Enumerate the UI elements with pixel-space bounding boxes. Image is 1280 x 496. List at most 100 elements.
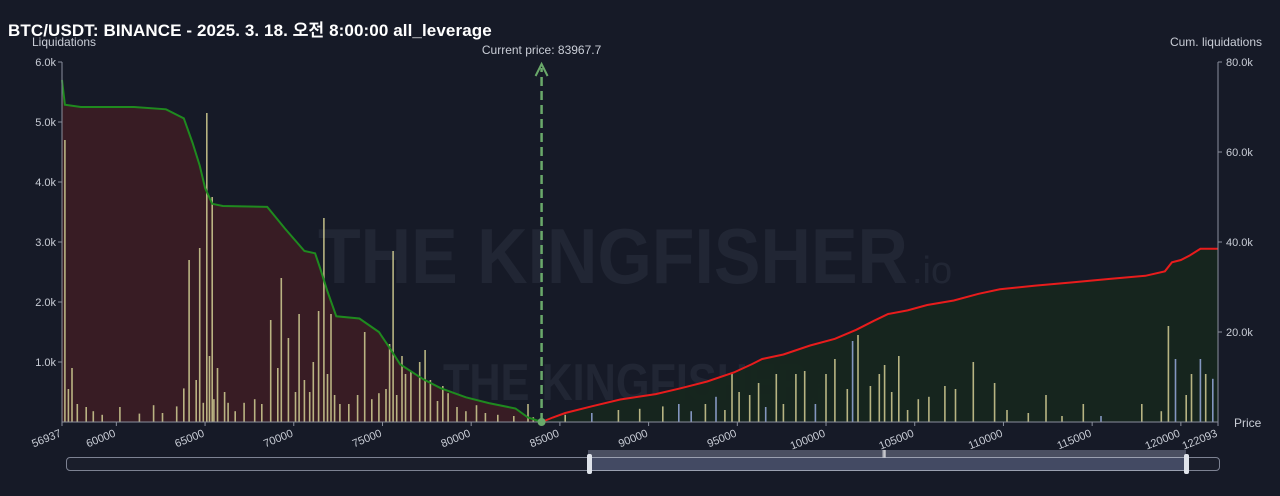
liquidation-bar <box>906 410 909 422</box>
zoom-right-handle[interactable] <box>1184 454 1189 474</box>
x-tick-label: 100000 <box>789 428 828 450</box>
liquidation-bar <box>883 365 886 422</box>
left-tick-label: 1.0k <box>35 357 56 369</box>
liquidation-bar <box>64 140 66 422</box>
liquidation-bar <box>775 374 778 422</box>
liquidation-bar <box>1204 374 1207 422</box>
liquidation-bar <box>280 278 283 422</box>
left-tick-label: 3.0k <box>35 237 56 249</box>
liquidation-bar <box>513 416 515 422</box>
watermark-logo: THE KINGFISHER .io THE KINGFISHER .io <box>318 212 952 412</box>
x-tick-label: 95000 <box>706 428 739 450</box>
x-tick-label: 75000 <box>351 428 384 450</box>
liquidation-bar <box>208 356 211 422</box>
cum-short-line <box>61 79 542 423</box>
liquidation-bar <box>356 395 359 422</box>
liquidation-bar <box>795 374 797 422</box>
liquidation-bar <box>1212 378 1214 422</box>
liquidation-bar <box>392 251 394 422</box>
liquidation-bar <box>662 406 664 422</box>
zoom-scroll-thumb[interactable] <box>587 454 1189 474</box>
liquidation-bar <box>1185 395 1187 422</box>
liquidation-bar <box>385 389 387 422</box>
liquidation-bar <box>878 374 881 422</box>
long-side-area <box>541 248 1218 422</box>
liquidation-bar <box>227 402 229 422</box>
liquidation-bar <box>404 374 407 422</box>
left-tick-label: 4.0k <box>35 177 56 189</box>
liquidation-bar <box>748 395 751 422</box>
liquidation-bar <box>418 362 421 422</box>
liquidation-bar <box>202 402 205 422</box>
liquidation-bar <box>1100 416 1102 422</box>
liquidation-bar <box>1045 395 1047 422</box>
liquidation-bar <box>269 320 272 422</box>
liquidation-bar <box>757 383 760 422</box>
cum-long-line <box>541 247 1218 423</box>
left-tick-label: 5.0k <box>35 117 56 129</box>
short-side-area <box>62 80 542 422</box>
liquidation-bar <box>138 413 141 422</box>
current-price-dot <box>537 418 546 426</box>
liquidation-bar <box>287 338 290 422</box>
liquidation-bar <box>834 359 836 422</box>
left-tick-label: 6.0k <box>35 57 56 69</box>
liquidation-bar <box>333 395 336 422</box>
liquidation-bar <box>1174 359 1177 422</box>
liquidation-bar <box>76 404 79 422</box>
liquidation-bar <box>277 368 279 422</box>
liquidation-bar <box>339 404 341 422</box>
liquidation-bar <box>447 393 449 422</box>
liquidation-bar <box>814 404 817 422</box>
liquidation-bar <box>638 408 641 422</box>
left-tick-label: 2.0k <box>35 297 56 309</box>
liquidation-bar <box>371 399 373 422</box>
liquidation-bar <box>869 386 872 422</box>
liquidation-bar <box>456 407 458 422</box>
liquidation-bar <box>378 393 380 422</box>
liquidation-bar <box>782 404 785 422</box>
liquidation-bar <box>917 399 920 422</box>
liquidation-bar <box>890 392 893 422</box>
x-tick-label: 110000 <box>967 428 1005 450</box>
zoom-scrollbar[interactable] <box>66 454 1220 474</box>
liquidation-bar <box>690 411 692 422</box>
liquidation-bar <box>424 350 426 422</box>
liquidation-bar <box>234 411 236 422</box>
liquidation-bar <box>330 314 332 422</box>
liquidation-bar <box>954 389 957 422</box>
watermark-text: THE KINGFISHER <box>318 212 908 300</box>
chart-title: BTC/USDT: BINANCE - 2025. 3. 18. 오전 8:00… <box>8 21 492 40</box>
liquidation-bar <box>1006 410 1008 422</box>
liquidation-chart[interactable]: THE KINGFISHER .io THE KINGFISHER .io 1.… <box>0 0 1280 450</box>
liquidation-bar <box>323 218 325 422</box>
liquidation-bar <box>303 380 306 422</box>
liquidation-bar <box>188 260 190 422</box>
liquidation-bar <box>803 371 806 422</box>
liquidation-bar <box>363 332 366 422</box>
watermark-suffix: .io <box>912 250 952 292</box>
scroll-grip-icon[interactable]: ||| <box>882 449 886 458</box>
zoom-left-handle[interactable] <box>587 454 592 474</box>
liquidation-bar <box>993 383 996 422</box>
left-axis-label: Liquidations <box>32 35 97 49</box>
liquidation-bar <box>101 414 103 422</box>
liquidation-bar <box>704 404 707 422</box>
liquidation-bar <box>67 389 70 422</box>
liquidation-bar <box>1061 416 1063 422</box>
liquidation-bar <box>678 404 680 422</box>
liquidation-bar <box>213 399 215 422</box>
liquidation-bar <box>1199 359 1202 422</box>
current-price-arrow-icon <box>534 61 549 77</box>
x-tick-label: 70000 <box>262 428 295 450</box>
x-tick-label: 120000 <box>1143 428 1182 450</box>
current-price-label: Current price: 83967.7 <box>482 43 602 57</box>
liquidation-bar <box>216 368 219 422</box>
x-tick-label: 60000 <box>85 428 118 450</box>
liquidation-bar <box>243 402 245 422</box>
right-tick-label: 20.0k <box>1226 327 1253 339</box>
right-tick-label: 60.0k <box>1226 147 1253 159</box>
liquidation-bar <box>928 396 930 422</box>
zoom-range-strip <box>588 450 1186 457</box>
liquidation-bar <box>395 395 398 422</box>
